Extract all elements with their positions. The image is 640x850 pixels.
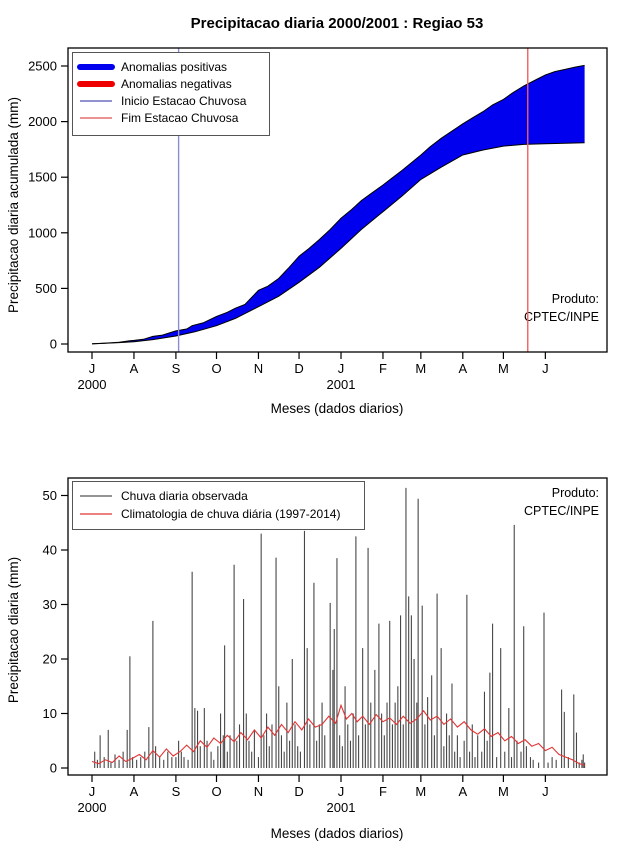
x-tick-label: D — [294, 361, 303, 376]
y-tick-label: 0 — [50, 761, 57, 776]
year-label: 2000 — [78, 377, 107, 392]
positive-anomaly-band — [92, 65, 585, 344]
y-tick-label: 20 — [43, 652, 57, 667]
year-label: 2001 — [327, 377, 356, 392]
x-tick-label: A — [130, 784, 139, 799]
x-tick-label: D — [294, 784, 303, 799]
y-tick-label: 2500 — [28, 59, 57, 74]
bottom-produto-label-line1: Produto: — [552, 486, 599, 500]
y-tick-label: 2000 — [28, 114, 57, 129]
year-label: 2000 — [78, 800, 107, 815]
top-produto-label-line2: CPTEC/INPE — [524, 310, 599, 324]
x-tick-label: S — [172, 784, 181, 799]
x-tick-label: J — [89, 361, 96, 376]
x-tick-label: J — [89, 784, 96, 799]
y-tick-label: 10 — [43, 706, 57, 721]
x-tick-label: M — [415, 361, 426, 376]
rainy-season-end-legend-label: Fim Estacao Chuvosa — [121, 111, 239, 125]
top-x-axis-title: Meses (dados diarios) — [271, 401, 404, 416]
x-tick-label: J — [542, 361, 549, 376]
observed-rain-legend-label: Chuva diaria observada — [121, 489, 248, 503]
page-title: Precipitacao diaria 2000/2001 : Regiao 5… — [191, 15, 484, 32]
x-tick-label: F — [379, 784, 387, 799]
x-tick-label: N — [254, 784, 263, 799]
bottom-chart-legend: Chuva diaria observada Climatologia de c… — [72, 481, 365, 530]
daily-climatology-line — [91, 703, 585, 766]
top-chart-legend: Anomalias positivas Anomalias negativas … — [72, 52, 270, 136]
bottom-produto-label-line2: CPTEC/INPE — [524, 504, 599, 518]
climatology-cumulative-line — [91, 142, 585, 345]
x-tick-label: A — [458, 361, 467, 376]
climatology-legend-label: Climatologia de chuva diária (1997-2014) — [121, 507, 340, 521]
top-produto-label-line1: Produto: — [552, 292, 599, 306]
x-tick-label: O — [211, 361, 221, 376]
bottom-plot-box — [67, 477, 608, 776]
x-tick-label: S — [172, 361, 181, 376]
positive-anomaly-legend-label: Anomalias positivas — [121, 60, 227, 74]
x-tick-label: A — [458, 784, 467, 799]
observed-cumulative-line — [91, 64, 585, 345]
top-y-axis-title: Precipitacao diaria acumulada (mm) — [6, 97, 21, 313]
y-tick-label: 30 — [43, 597, 57, 612]
year-label: 2001 — [327, 800, 356, 815]
rainy-season-start-legend-label: Inicio Estacao Chuvosa — [121, 94, 247, 108]
x-tick-label: M — [498, 361, 509, 376]
top-plot-box — [67, 47, 608, 353]
bottom-legend-box — [72, 481, 365, 530]
y-tick-label: 1500 — [28, 170, 57, 185]
x-tick-label: A — [130, 361, 139, 376]
y-tick-label: 500 — [35, 281, 57, 296]
x-tick-label: J — [338, 361, 345, 376]
y-tick-label: 40 — [43, 543, 57, 558]
y-tick-label: 1000 — [28, 225, 57, 240]
bottom-y-axis-title: Precipitacao diaria (mm) — [6, 557, 21, 703]
x-tick-label: O — [211, 784, 221, 799]
x-tick-label: J — [542, 784, 549, 799]
x-tick-label: M — [498, 784, 509, 799]
x-tick-label: F — [379, 361, 387, 376]
x-tick-label: M — [415, 784, 426, 799]
bottom-x-axis-title: Meses (dados diarios) — [271, 826, 404, 841]
negative-anomaly-legend-label: Anomalias negativas — [121, 77, 232, 91]
x-tick-label: N — [254, 361, 263, 376]
y-tick-label: 0 — [50, 337, 57, 352]
x-tick-label: J — [338, 784, 345, 799]
y-tick-label: 50 — [43, 488, 57, 503]
